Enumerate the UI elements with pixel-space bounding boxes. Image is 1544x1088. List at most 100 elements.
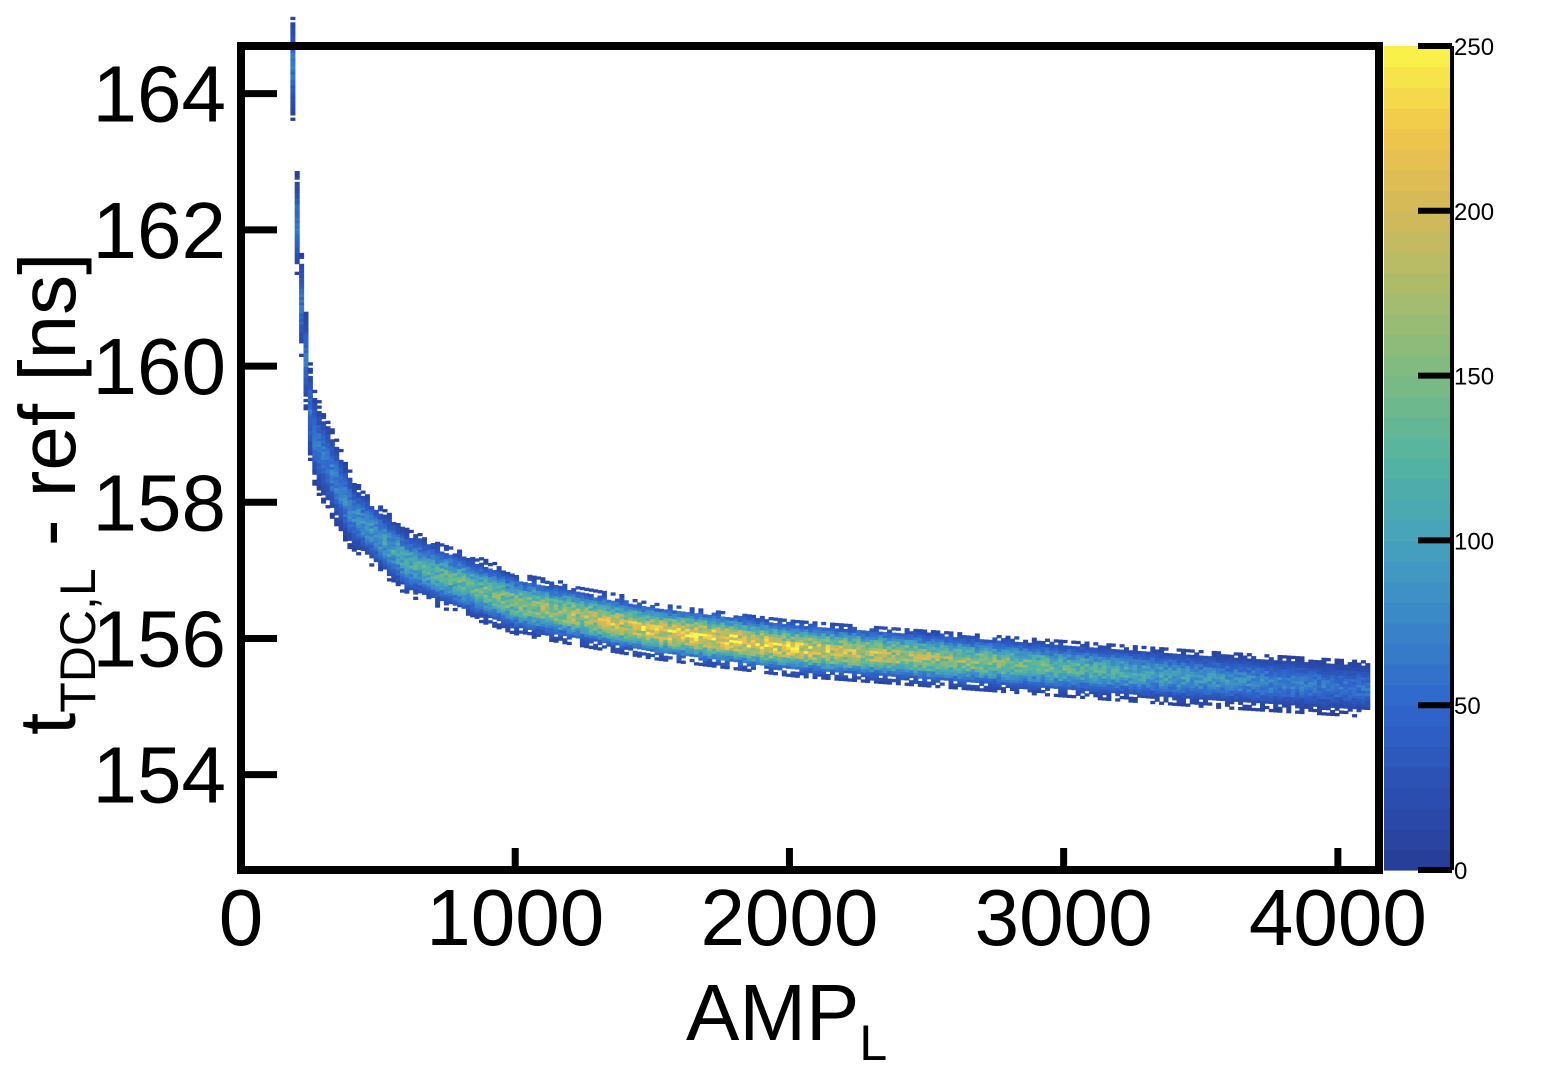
heat-cell bbox=[1110, 689, 1116, 694]
heat-cell bbox=[1260, 692, 1265, 696]
heat-cell bbox=[957, 656, 963, 660]
heat-cell bbox=[996, 667, 1002, 671]
heat-cell bbox=[702, 619, 708, 623]
heat-cell bbox=[759, 643, 765, 647]
heat-cell bbox=[417, 541, 423, 545]
heat-cell bbox=[527, 607, 533, 611]
heat-cell bbox=[930, 632, 936, 637]
heat-cell bbox=[619, 602, 625, 606]
heat-cell bbox=[891, 673, 897, 677]
heat-cell bbox=[900, 636, 906, 640]
heat-cell bbox=[601, 601, 607, 605]
heat-cell bbox=[777, 653, 783, 657]
heat-cell bbox=[303, 377, 309, 381]
heat-cell bbox=[632, 653, 638, 657]
heat-cell bbox=[321, 497, 327, 501]
heat-cell bbox=[461, 556, 467, 560]
heat-cell bbox=[501, 603, 506, 607]
heat-cell bbox=[869, 652, 875, 657]
heat-cell bbox=[1224, 703, 1230, 707]
heat-cell bbox=[1167, 683, 1173, 687]
heat-cell bbox=[860, 641, 866, 645]
heat-cell bbox=[1018, 647, 1024, 651]
heat-cell bbox=[1268, 708, 1274, 713]
heat-cell bbox=[566, 641, 572, 646]
heat-cell bbox=[1360, 668, 1366, 672]
heat-cell bbox=[1286, 669, 1292, 673]
heat-cell bbox=[483, 566, 489, 571]
heat-cell bbox=[944, 647, 950, 651]
heat-cell bbox=[369, 511, 375, 515]
heat-cell bbox=[904, 633, 910, 637]
heat-cell bbox=[448, 581, 454, 586]
heat-cell bbox=[1088, 677, 1094, 681]
heat-cell bbox=[974, 652, 980, 656]
heat-cell bbox=[492, 624, 498, 628]
heat-cell bbox=[518, 603, 524, 607]
heat-cell bbox=[843, 653, 849, 657]
heat-cell bbox=[1071, 667, 1077, 672]
heat-cell bbox=[952, 639, 958, 644]
heat-cell bbox=[1356, 689, 1362, 694]
heat-cell bbox=[1299, 675, 1305, 679]
x-tick-label: 3000 bbox=[975, 873, 1153, 962]
heat-cell bbox=[1145, 670, 1151, 674]
heat-cell bbox=[373, 550, 379, 554]
heat-cell bbox=[733, 642, 739, 646]
heat-cell bbox=[549, 625, 555, 629]
heat-cell bbox=[852, 656, 857, 661]
heat-cell bbox=[838, 661, 844, 665]
heat-cell bbox=[711, 634, 717, 638]
heat-cell bbox=[1058, 685, 1064, 690]
heat-cell bbox=[575, 635, 581, 639]
heat-cell bbox=[1150, 684, 1156, 688]
heat-cell bbox=[1071, 684, 1077, 688]
heat-cell bbox=[645, 647, 651, 651]
heat-cell bbox=[1093, 688, 1099, 692]
heat-cell bbox=[1216, 667, 1222, 671]
heat-cell bbox=[312, 455, 318, 459]
heat-cell bbox=[988, 675, 993, 679]
heat-cell bbox=[1286, 685, 1292, 689]
heat-cell bbox=[597, 606, 603, 610]
heat-cell bbox=[685, 642, 691, 646]
heat-cell bbox=[1018, 653, 1024, 657]
heat-cell bbox=[1347, 681, 1353, 685]
heat-cell bbox=[505, 599, 511, 603]
heat-cell bbox=[294, 217, 300, 221]
heat-cell bbox=[996, 643, 1002, 647]
heat-cell bbox=[483, 569, 489, 573]
heat-cell bbox=[505, 626, 511, 630]
heat-cell bbox=[1154, 652, 1160, 656]
heat-cell bbox=[544, 588, 550, 593]
heat-cell bbox=[307, 449, 313, 453]
heat-cell bbox=[404, 560, 410, 564]
heat-cell bbox=[1018, 680, 1024, 684]
heat-cell bbox=[1303, 686, 1309, 690]
heat-cell bbox=[299, 301, 305, 306]
heat-cell bbox=[601, 599, 607, 603]
heat-cell bbox=[1246, 677, 1252, 681]
heat-cell bbox=[400, 548, 405, 552]
heat-cell bbox=[1075, 673, 1081, 677]
heat-cell bbox=[909, 653, 914, 657]
heat-cell bbox=[522, 598, 528, 602]
heat-cell bbox=[1058, 694, 1064, 698]
heat-cell bbox=[1321, 665, 1327, 670]
heat-cell bbox=[1132, 688, 1138, 692]
colorbar-band bbox=[1384, 107, 1452, 129]
heat-cell bbox=[571, 609, 577, 614]
heat-cell bbox=[422, 537, 427, 541]
heat-cell bbox=[356, 514, 362, 518]
heat-cell bbox=[312, 447, 318, 451]
heat-cell bbox=[400, 551, 405, 555]
heat-cell bbox=[1062, 650, 1068, 655]
heat-cell bbox=[1001, 681, 1007, 685]
heat-cell bbox=[351, 502, 357, 506]
heat-cell bbox=[579, 636, 585, 640]
heat-cell bbox=[356, 519, 362, 523]
heat-cell bbox=[1194, 682, 1200, 686]
heat-cell bbox=[1365, 671, 1371, 675]
heat-cell bbox=[1194, 693, 1200, 697]
heat-cell bbox=[351, 521, 357, 525]
